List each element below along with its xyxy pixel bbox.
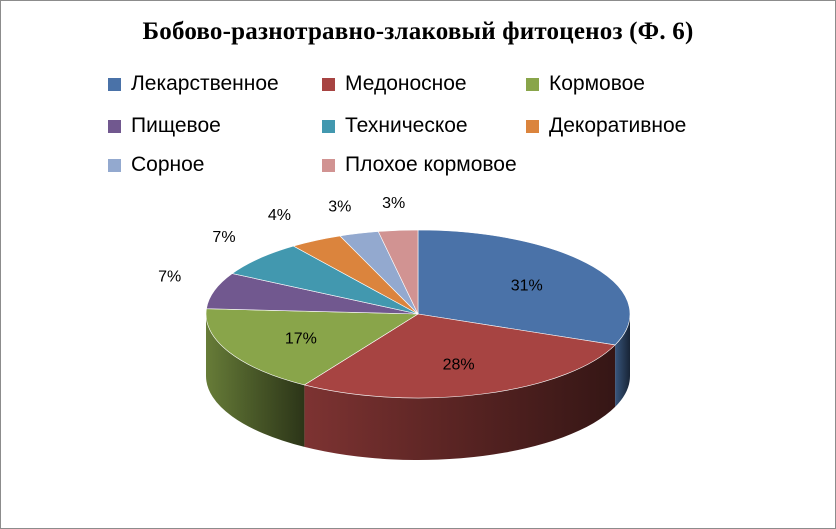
slice-1-side <box>304 344 616 460</box>
legend-item-food: Пищевое <box>108 114 221 138</box>
legend-label: Кормовое <box>549 72 645 95</box>
legend-label: Сорное <box>131 153 205 176</box>
data-label-2: 17% <box>285 331 317 348</box>
chart-title: Бобово-разнотравно-злаковый фитоценоз (Ф… <box>142 18 694 45</box>
legend-item-decorative: Декоративное <box>526 114 686 138</box>
legend-swatch <box>526 119 539 133</box>
data-label-0: 31% <box>511 278 543 295</box>
legend-swatch <box>322 77 335 91</box>
legend-swatch <box>108 119 121 133</box>
legend-swatch <box>108 77 121 91</box>
data-label-1: 28% <box>443 357 475 374</box>
legend-label: Декоративное <box>549 114 687 137</box>
slice-2-side <box>206 314 305 447</box>
slice-2-top <box>205 308 420 386</box>
legend-item-technical: Техническое <box>322 114 468 138</box>
slice-0-side <box>615 314 630 407</box>
data-label-4: 7% <box>212 229 235 246</box>
data-label-3: 7% <box>158 268 181 285</box>
pie-sides <box>206 314 630 460</box>
pie-tops <box>205 229 631 399</box>
data-label-5: 4% <box>268 207 291 224</box>
legend-swatch <box>526 77 539 91</box>
legend: Лекарственное Медоносное Кормовое Пищево… <box>108 72 748 192</box>
data-label-6: 3% <box>328 199 351 216</box>
pie-labels: 31% 28% 17% 7% 7% 4% 3% 3% <box>158 195 543 374</box>
legend-item-poor-fodder: Плохое кормовое <box>322 153 517 177</box>
legend-item-honey: Медоносное <box>322 72 467 96</box>
legend-item-medicinal: Лекарственное <box>108 72 279 96</box>
data-label-7: 3% <box>382 195 405 212</box>
legend-swatch <box>322 119 335 133</box>
legend-swatch <box>108 158 121 172</box>
legend-label: Пищевое <box>131 114 221 137</box>
legend-swatch <box>322 158 335 172</box>
legend-item-fodder: Кормовое <box>526 72 645 96</box>
legend-label: Лекарственное <box>131 72 279 95</box>
legend-label: Медоносное <box>345 72 467 95</box>
legend-label: Плохое кормовое <box>345 153 517 176</box>
legend-item-weed: Сорное <box>108 153 204 177</box>
slice-0-top <box>417 229 631 346</box>
slice-7-top <box>377 229 419 315</box>
legend-label: Техническое <box>345 114 468 137</box>
slice-1-top <box>303 313 616 399</box>
